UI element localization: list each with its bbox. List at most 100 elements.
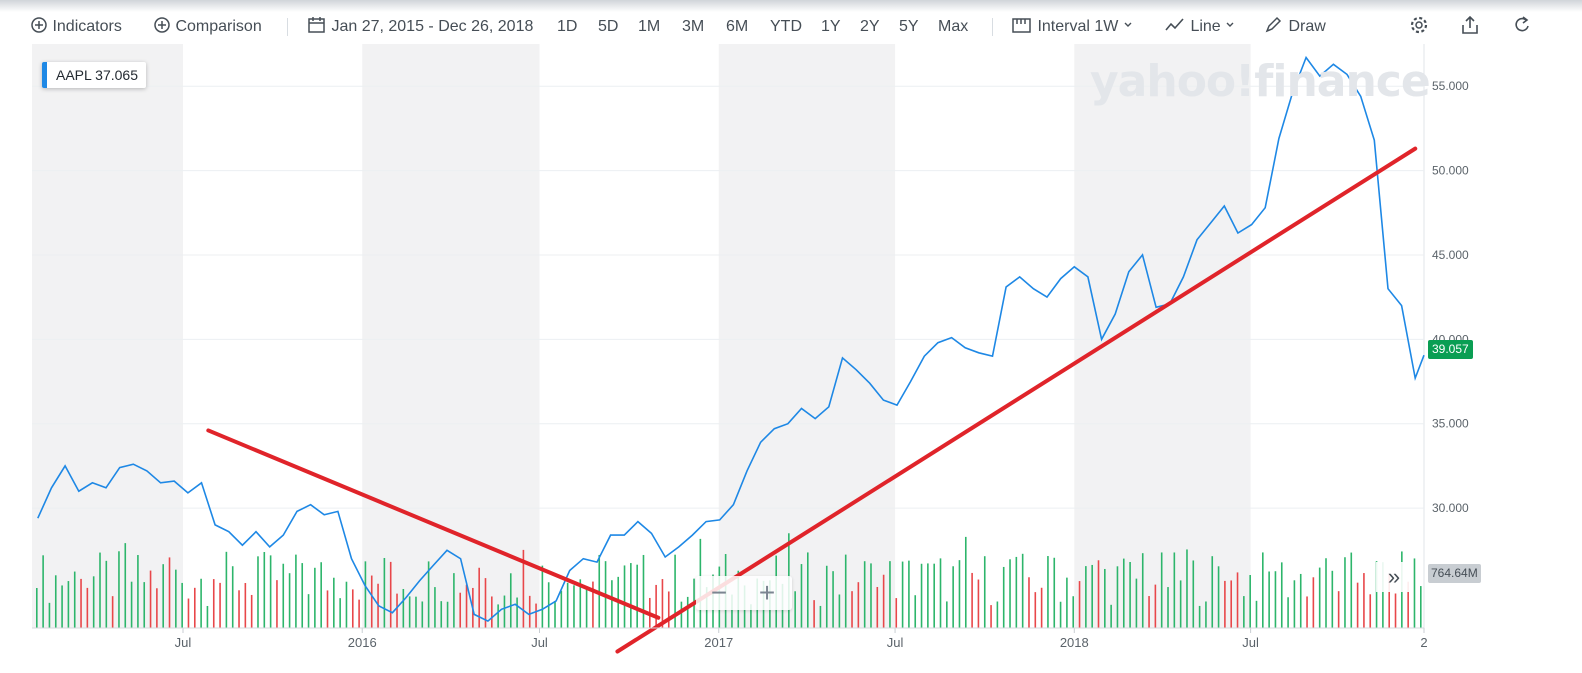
range-5d[interactable]: 5D: [598, 18, 619, 35]
reset-button[interactable]: [1513, 16, 1533, 38]
volume-bar: [1028, 577, 1030, 628]
y-tick-label: 30.000: [1432, 501, 1469, 515]
range-max[interactable]: Max: [938, 18, 969, 35]
volume-bar: [1059, 601, 1062, 628]
chevron-down-icon: [1226, 22, 1234, 28]
share-button[interactable]: [1460, 16, 1480, 38]
volume-bar: [882, 574, 885, 628]
volume-bar: [844, 554, 847, 628]
volume-bar: [1205, 601, 1207, 628]
volume-bar: [1280, 562, 1283, 628]
volume-bar: [1211, 556, 1214, 628]
last-price-badge: 39.057: [1428, 340, 1473, 359]
volume-bar: [541, 565, 544, 628]
trendline: [206, 428, 661, 620]
volume-bar: [642, 554, 645, 628]
volume-bar: [459, 592, 462, 628]
zoom-in-button[interactable]: +: [758, 577, 776, 608]
volume-bar: [484, 578, 487, 628]
add-circle-icon: [154, 17, 170, 34]
range-2y[interactable]: 2Y: [860, 18, 880, 35]
volume-bar: [1078, 581, 1081, 628]
chart-toolbar: Indicators Comparison Jan 27, 2015 - Dec…: [0, 12, 1582, 42]
volume-bar: [857, 582, 860, 628]
volume-bar: [1173, 552, 1176, 628]
ticker-legend[interactable]: AAPL 37.065: [42, 62, 146, 88]
volume-bar: [585, 586, 588, 628]
volume-bar: [1413, 558, 1416, 628]
y-tick-label: 35.000: [1432, 417, 1469, 431]
volume-bar: [1394, 593, 1397, 628]
interval-dropdown[interactable]: Interval 1W: [1011, 16, 1133, 38]
volume-bar: [339, 598, 341, 628]
volume-bar: [415, 596, 417, 628]
draw-button[interactable]: Draw: [1264, 16, 1326, 38]
range-1y[interactable]: 1Y: [821, 18, 841, 35]
volume-bar: [800, 564, 803, 628]
top-shadow: [0, 0, 1582, 12]
volume-bar: [611, 580, 613, 628]
volume-bar: [920, 563, 923, 628]
toolbar-divider: [287, 18, 288, 36]
volume-bar: [250, 594, 253, 628]
volume-bar: [636, 564, 638, 628]
volume-bar: [1337, 591, 1340, 628]
grid-lines: [32, 44, 1425, 628]
comparison-button[interactable]: Comparison: [153, 16, 262, 38]
y-tick-label: 50.000: [1432, 164, 1469, 178]
volume-bar: [1262, 552, 1264, 628]
volume-bar: [465, 584, 468, 628]
volume-bar: [149, 570, 152, 628]
volume-bar: [1160, 552, 1163, 628]
volume-bar: [440, 601, 443, 628]
expand-button[interactable]: »: [1376, 562, 1412, 592]
volume-bar: [282, 563, 285, 628]
volume-bar: [383, 557, 386, 628]
zoom-out-button[interactable]: −: [710, 577, 728, 608]
x-axis: Jul 2016 Jul 2017 Jul 2018 Jul 2: [32, 627, 1428, 650]
range-ytd[interactable]: YTD: [770, 18, 802, 35]
volume-bar: [1021, 553, 1024, 628]
settings-button[interactable]: [1409, 16, 1429, 38]
volume-bar: [193, 587, 196, 628]
volume-bar: [1066, 577, 1068, 628]
volume-bar: [566, 582, 569, 628]
volume-bar: [1420, 586, 1422, 628]
ticker-value: 37.065: [95, 67, 138, 83]
range-6m[interactable]: 6M: [726, 18, 749, 35]
range-5y[interactable]: 5Y: [899, 18, 919, 35]
yahoo-finance-watermark: yahoo!finance: [1090, 56, 1431, 107]
volume-bar: [143, 582, 146, 628]
volume-bar: [819, 605, 822, 628]
trendlines: [206, 146, 1418, 654]
volume-bar: [623, 565, 626, 628]
toolbar-divider: [992, 18, 993, 36]
volume-bar: [288, 573, 291, 628]
interval-value: 1W: [1094, 18, 1119, 35]
volume-bar: [1015, 556, 1018, 628]
volume-bar: [478, 567, 480, 628]
range-1d[interactable]: 1D: [557, 18, 578, 35]
volume-bar: [977, 579, 980, 628]
volume-bar: [263, 552, 266, 628]
volume-bar: [971, 572, 973, 628]
date-range-button[interactable]: Jan 27, 2015 - Dec 26, 2018: [307, 16, 533, 38]
volume-bar: [1293, 580, 1296, 628]
x-tick-label: 2018: [1060, 635, 1089, 650]
volume-bar: [54, 575, 57, 628]
chart-type-label: Line: [1190, 18, 1221, 35]
volume-bar: [661, 579, 664, 628]
volume-bar: [1243, 596, 1245, 628]
indicators-button[interactable]: Indicators: [30, 16, 122, 38]
volume-bar: [876, 586, 879, 628]
volume-bar: [946, 601, 948, 628]
volume-bar: [1388, 573, 1391, 628]
chart-type-dropdown[interactable]: Line: [1164, 16, 1235, 38]
volume-bar: [889, 561, 891, 628]
range-3m[interactable]: 3M: [682, 18, 705, 35]
volume-bar: [257, 556, 259, 628]
volume-bar: [105, 560, 108, 628]
volume-bar: [1034, 592, 1037, 628]
range-1m[interactable]: 1M: [638, 18, 661, 35]
